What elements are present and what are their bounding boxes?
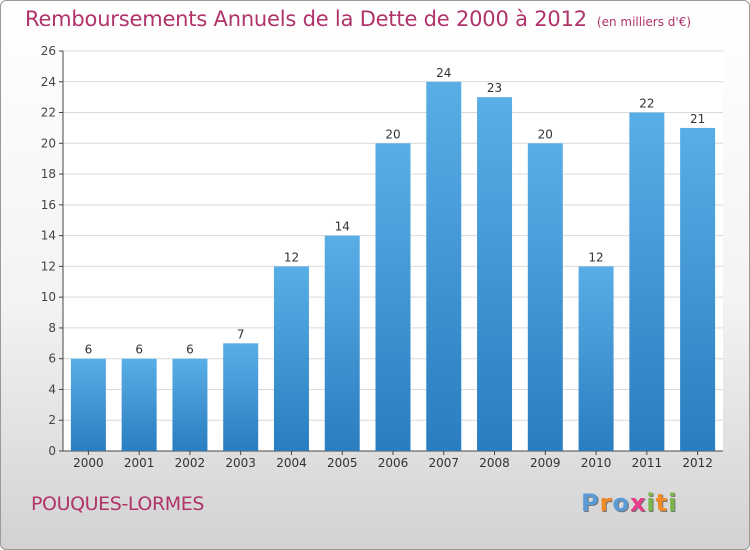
logo-letter: r bbox=[599, 489, 613, 517]
bar bbox=[477, 97, 513, 452]
bar bbox=[680, 127, 716, 451]
data-label: 12 bbox=[284, 250, 299, 264]
x-tick-label: 2001 bbox=[124, 456, 155, 470]
logo-letter: P bbox=[581, 489, 600, 517]
y-tick-label: 14 bbox=[41, 229, 56, 243]
data-label: 20 bbox=[538, 127, 553, 141]
data-label: 12 bbox=[588, 250, 603, 264]
y-tick-label: 12 bbox=[41, 259, 56, 273]
proxiti-logo[interactable]: Proxiti bbox=[581, 489, 677, 517]
data-label: 24 bbox=[436, 66, 451, 80]
y-tick-label: 26 bbox=[41, 44, 56, 58]
logo-letter: o bbox=[612, 489, 630, 517]
data-label: 21 bbox=[690, 112, 705, 126]
y-tick-label: 10 bbox=[41, 290, 56, 304]
title-row: Remboursements Annuels de la Dette de 20… bbox=[25, 7, 691, 31]
bar bbox=[629, 112, 665, 452]
x-tick-label: 2011 bbox=[632, 456, 663, 470]
data-label: 22 bbox=[639, 97, 654, 111]
x-tick-label: 2007 bbox=[428, 456, 459, 470]
bar bbox=[324, 235, 360, 451]
x-tick-label: 2008 bbox=[479, 456, 510, 470]
data-label: 6 bbox=[186, 343, 194, 357]
commune-name: POUQUES-LORMES bbox=[31, 493, 205, 515]
chart-title: Remboursements Annuels de la Dette de 20… bbox=[25, 7, 587, 31]
data-label: 20 bbox=[385, 127, 400, 141]
x-tick-label: 2009 bbox=[530, 456, 561, 470]
bar bbox=[172, 358, 208, 451]
bar bbox=[375, 143, 411, 452]
x-tick-label: 2012 bbox=[682, 456, 713, 470]
bar bbox=[578, 266, 614, 451]
chart-subtitle: (en milliers d'€) bbox=[596, 15, 692, 29]
bar bbox=[121, 358, 157, 451]
data-label: 6 bbox=[135, 343, 143, 357]
logo-letter: x bbox=[629, 489, 647, 517]
x-tick-label: 2004 bbox=[276, 456, 307, 470]
x-tick-label: 2006 bbox=[378, 456, 409, 470]
y-tick-label: 16 bbox=[41, 198, 56, 212]
y-tick-label: 6 bbox=[48, 352, 56, 366]
y-tick-label: 2 bbox=[48, 413, 56, 427]
x-tick-label: 2002 bbox=[175, 456, 206, 470]
y-tick-label: 22 bbox=[41, 106, 56, 120]
y-tick-label: 24 bbox=[41, 75, 56, 89]
logo-letter: t bbox=[655, 489, 669, 517]
bar bbox=[527, 143, 563, 452]
y-tick-label: 4 bbox=[48, 382, 56, 396]
x-tick-label: 2000 bbox=[73, 456, 104, 470]
x-tick-label: 2005 bbox=[327, 456, 358, 470]
data-label: 6 bbox=[85, 343, 93, 357]
data-label: 14 bbox=[335, 220, 350, 234]
y-tick-label: 18 bbox=[41, 167, 56, 181]
bar bbox=[223, 343, 259, 451]
bar bbox=[426, 81, 462, 452]
data-label: 7 bbox=[237, 327, 245, 341]
y-tick-label: 0 bbox=[48, 444, 56, 458]
y-tick-label: 8 bbox=[48, 321, 56, 335]
y-tick-label: 20 bbox=[41, 136, 56, 150]
data-label: 23 bbox=[487, 81, 502, 95]
x-tick-label: 2003 bbox=[225, 456, 256, 470]
logo-letter: i bbox=[646, 489, 656, 517]
bar bbox=[70, 358, 106, 451]
logo-letter: i bbox=[668, 489, 678, 517]
bar bbox=[273, 266, 309, 451]
x-tick-label: 2010 bbox=[581, 456, 612, 470]
